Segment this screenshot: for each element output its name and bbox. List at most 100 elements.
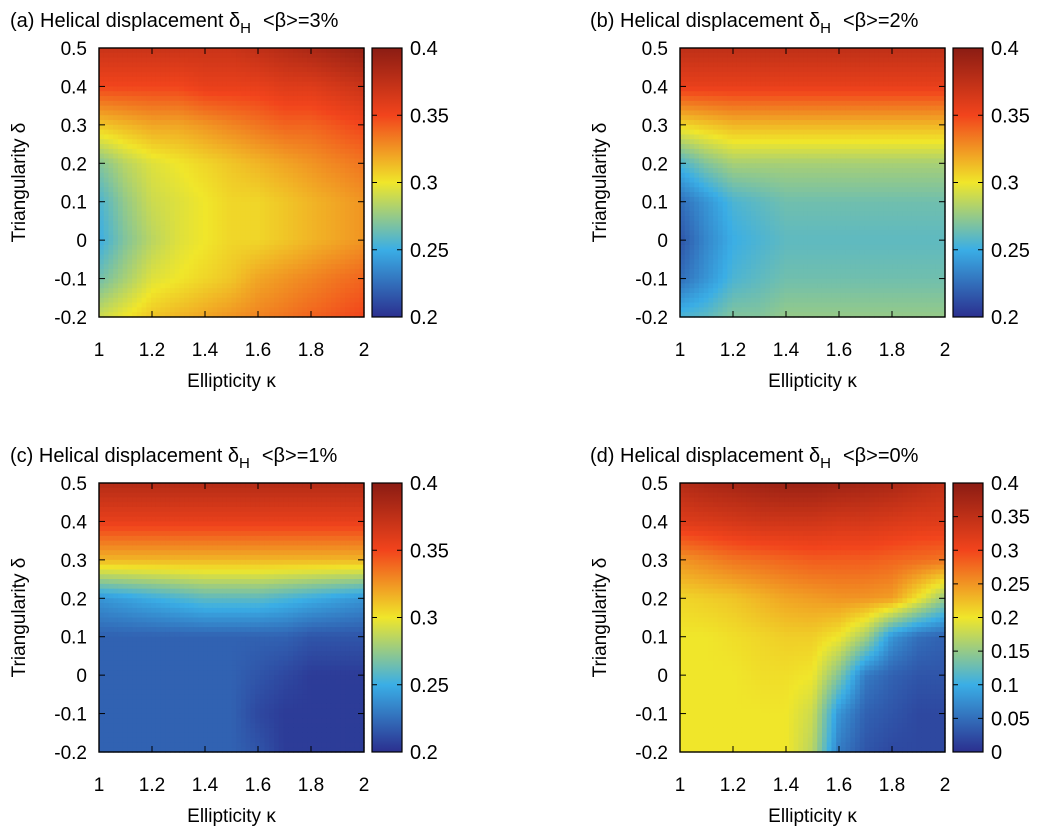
heatmap-cell bbox=[174, 288, 181, 294]
heatmap-cell bbox=[274, 235, 280, 241]
heatmap-cell bbox=[122, 302, 128, 308]
heatmap-cell bbox=[826, 177, 833, 184]
heatmap-cell bbox=[264, 307, 270, 313]
heatmap-cell bbox=[850, 177, 856, 184]
heatmap-cell bbox=[240, 273, 247, 280]
heatmap-cell bbox=[283, 206, 289, 212]
heatmap-cell bbox=[321, 96, 327, 102]
heatmap-cell bbox=[359, 168, 365, 174]
heatmap-cell bbox=[354, 67, 360, 73]
heatmap-cell bbox=[103, 163, 110, 169]
heatmap-cell bbox=[760, 139, 766, 145]
heatmap-cell bbox=[151, 225, 157, 232]
heatmap-cell bbox=[698, 158, 705, 164]
heatmap-cell bbox=[155, 129, 162, 136]
heatmap-cell bbox=[226, 302, 233, 308]
heatmap-cell bbox=[874, 105, 880, 112]
heatmap-cell bbox=[236, 297, 242, 304]
heatmap-cell bbox=[103, 168, 110, 174]
heatmap-cell bbox=[359, 302, 365, 308]
heatmap-cell bbox=[127, 268, 133, 275]
heatmap-cell bbox=[694, 177, 700, 184]
heatmap-cell bbox=[127, 230, 133, 236]
heatmap-cell bbox=[207, 52, 214, 59]
heatmap-cell bbox=[103, 148, 110, 155]
heatmap-cell bbox=[207, 240, 214, 246]
heatmap-cell bbox=[869, 72, 875, 78]
heatmap-cell bbox=[236, 148, 242, 155]
heatmap-cell bbox=[250, 110, 256, 116]
heatmap-cell bbox=[316, 148, 323, 155]
heatmap-cell bbox=[132, 264, 138, 270]
heatmap-cell bbox=[798, 153, 804, 160]
heatmap-cell bbox=[146, 177, 152, 184]
heatmap-cell bbox=[302, 220, 308, 227]
heatmap-cell bbox=[836, 76, 842, 83]
heatmap-cell bbox=[798, 158, 804, 164]
heatmap-cell bbox=[231, 211, 237, 217]
heatmap-cell bbox=[122, 62, 128, 68]
heatmap-cell bbox=[826, 57, 833, 64]
heatmap-cell bbox=[231, 225, 237, 232]
heatmap-cell bbox=[103, 76, 110, 83]
heatmap-cell bbox=[907, 100, 913, 107]
heatmap-cell bbox=[760, 76, 766, 83]
heatmap-cell bbox=[907, 172, 913, 179]
heatmap-cell bbox=[169, 115, 176, 121]
heatmap-cell bbox=[708, 134, 714, 140]
heatmap-cell bbox=[193, 139, 199, 145]
heatmap-cell bbox=[103, 144, 110, 150]
heatmap-cell bbox=[278, 168, 285, 174]
heatmap-cell bbox=[217, 273, 223, 280]
heatmap-cell bbox=[278, 124, 285, 131]
heatmap-cell bbox=[769, 72, 776, 78]
heatmap-cell bbox=[345, 312, 351, 318]
heatmap-cell bbox=[151, 158, 157, 164]
heatmap-cell bbox=[278, 297, 285, 304]
heatmap-cell bbox=[188, 139, 195, 145]
heatmap-cell bbox=[897, 177, 904, 184]
heatmap-cell bbox=[817, 144, 823, 150]
heatmap-cell bbox=[926, 129, 932, 136]
heatmap-cell bbox=[727, 57, 733, 64]
heatmap-cell bbox=[926, 76, 932, 83]
heatmap-cell bbox=[212, 120, 218, 126]
heatmap-cell bbox=[283, 182, 289, 188]
heatmap-cell bbox=[155, 273, 162, 280]
heatmap-cell bbox=[132, 91, 138, 97]
heatmap-cell bbox=[940, 86, 946, 92]
heatmap-cell bbox=[892, 148, 899, 155]
heatmap-cell bbox=[217, 264, 223, 270]
heatmap-cell bbox=[288, 192, 294, 198]
heatmap-cell bbox=[278, 96, 285, 102]
heatmap-cell bbox=[732, 72, 738, 78]
heatmap-cell bbox=[122, 129, 128, 136]
heatmap-cell bbox=[151, 312, 157, 318]
heatmap-cell bbox=[788, 62, 795, 68]
heatmap-cell bbox=[836, 182, 842, 188]
heatmap-cell bbox=[169, 86, 176, 92]
heatmap-cell bbox=[765, 81, 771, 88]
heatmap-cell bbox=[222, 283, 228, 289]
heatmap-cell bbox=[321, 139, 327, 145]
heatmap-cell bbox=[793, 163, 799, 169]
heatmap-cell bbox=[274, 273, 280, 280]
heatmap-cell bbox=[264, 105, 270, 112]
heatmap-cell bbox=[245, 110, 252, 116]
heatmap-cell bbox=[680, 168, 686, 174]
heatmap-cell bbox=[798, 48, 804, 54]
heatmap-cell bbox=[222, 96, 228, 102]
heatmap-cell bbox=[155, 105, 162, 112]
heatmap-cell bbox=[935, 100, 941, 107]
heatmap-cell bbox=[217, 91, 223, 97]
heatmap-cell bbox=[259, 81, 266, 88]
heatmap-cell bbox=[113, 292, 119, 299]
heatmap-cell bbox=[902, 67, 908, 73]
heatmap-cell bbox=[240, 220, 247, 227]
heatmap-cell bbox=[680, 62, 686, 68]
heatmap-cell bbox=[293, 196, 299, 203]
heatmap-cell bbox=[108, 91, 114, 97]
heatmap-cell bbox=[722, 76, 728, 83]
heatmap-cell bbox=[141, 249, 147, 256]
heatmap-cell bbox=[122, 235, 128, 241]
